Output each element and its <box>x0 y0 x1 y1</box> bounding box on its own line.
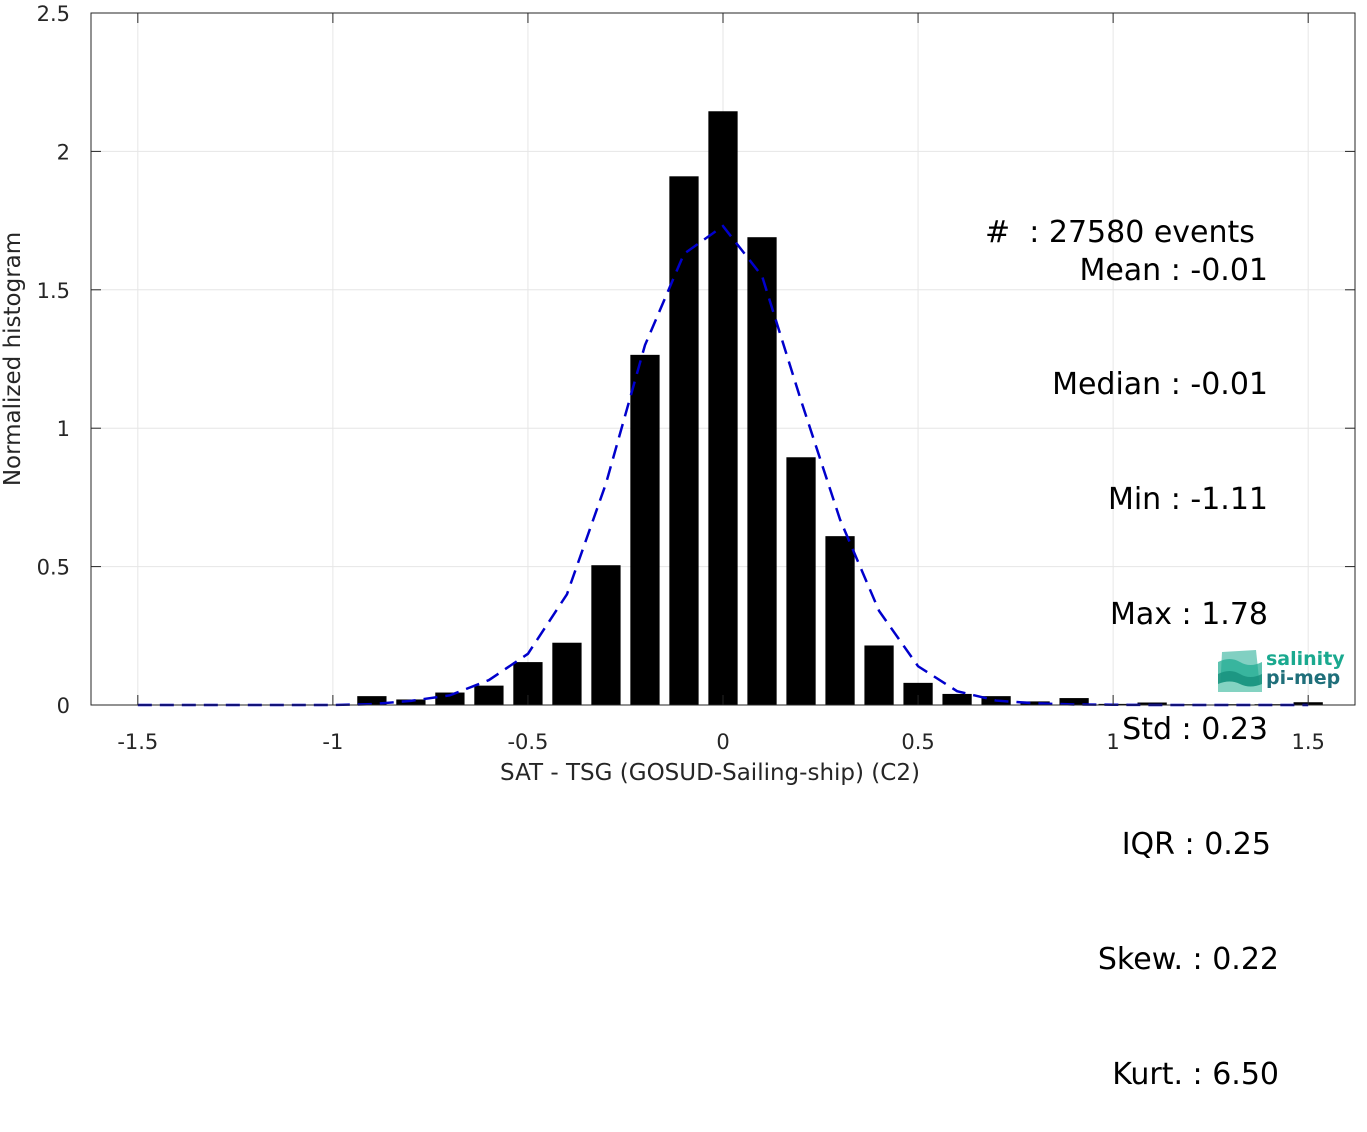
y-tick-label-5: 2.5 <box>37 2 70 26</box>
stat-max: Max : 1.78 <box>1110 597 1268 633</box>
y-axis-ticks: 0 0.5 1 1.5 2 2.5 <box>37 2 1355 718</box>
x-axis-label: SAT - TSG (GOSUD-Sailing-ship) (C2) <box>500 760 920 786</box>
y-tick-label-0: 0 <box>57 694 70 718</box>
histogram-bar-14 <box>903 682 933 705</box>
histogram-bar-0 <box>357 696 387 705</box>
histogram-bar-13 <box>864 645 894 705</box>
histogram-bar-8 <box>669 176 699 705</box>
y-tick-label-4: 2 <box>57 140 70 164</box>
histogram-chart: -1.5 -1 -0.5 0 0.5 1 1.5 0 0.5 1 1.5 2 2.5 SAT - TS… <box>0 2 1356 786</box>
x-tick-label-2: -0.5 <box>507 730 548 754</box>
histogram-bar-15 <box>942 693 972 705</box>
histogram-bar-9 <box>708 111 738 706</box>
y-tick-label-2: 1 <box>57 417 70 441</box>
histogram-bars <box>357 111 1323 706</box>
histogram-bar-6 <box>591 565 621 705</box>
y-axis-label: Normalized histogram <box>0 232 26 486</box>
histogram-bar-5 <box>552 642 582 705</box>
x-axis-ticks: -1.5 -1 -0.5 0 0.5 1 1.5 <box>117 13 1325 754</box>
histogram-bar-1 <box>396 699 426 705</box>
x-tick-label-1: -1 <box>322 730 343 754</box>
stat-count: # : 27580 events <box>985 214 1255 250</box>
y-tick-label-1: 0.5 <box>37 556 70 580</box>
stat-min: Min : -1.11 <box>1107 482 1268 518</box>
x-tick-label-4: 0.5 <box>901 730 934 754</box>
stat-skew: Skew. : 0.22 <box>1097 941 1279 977</box>
stat-iqr: IQR : 0.25 <box>1121 827 1271 863</box>
histogram-bar-18 <box>1059 698 1089 705</box>
histogram-bar-7 <box>630 354 660 705</box>
histogram-bar-11 <box>786 457 816 705</box>
x-tick-label-5: 1 <box>1106 730 1119 754</box>
stat-median: Median : -0.01 <box>1052 367 1268 403</box>
histogram-bar-3 <box>474 685 504 705</box>
x-tick-label-3: 0 <box>716 730 729 754</box>
histogram-bar-17 <box>1020 701 1050 705</box>
x-tick-label-6: 1.5 <box>1291 730 1324 754</box>
logo-wave-icon <box>1218 650 1262 692</box>
histogram-bar-12 <box>825 536 855 705</box>
salinity-pimep-logo: salinity pi-mep <box>1216 648 1346 694</box>
logo-text-pimep: pi-mep <box>1266 667 1341 689</box>
histogram-bar-2 <box>435 692 465 705</box>
stat-mean: Mean : -0.01 <box>1079 252 1268 288</box>
logo-text-salinity: salinity <box>1266 648 1345 670</box>
stats-box: # : 27580 events <box>985 137 1255 290</box>
x-tick-label-0: -1.5 <box>117 730 158 754</box>
stat-std: Std : 0.23 <box>1122 712 1268 748</box>
y-tick-label-3: 1.5 <box>37 279 70 303</box>
stat-kurt: Kurt. : 6.50 <box>1112 1056 1279 1092</box>
histogram-bar-10 <box>747 237 777 705</box>
